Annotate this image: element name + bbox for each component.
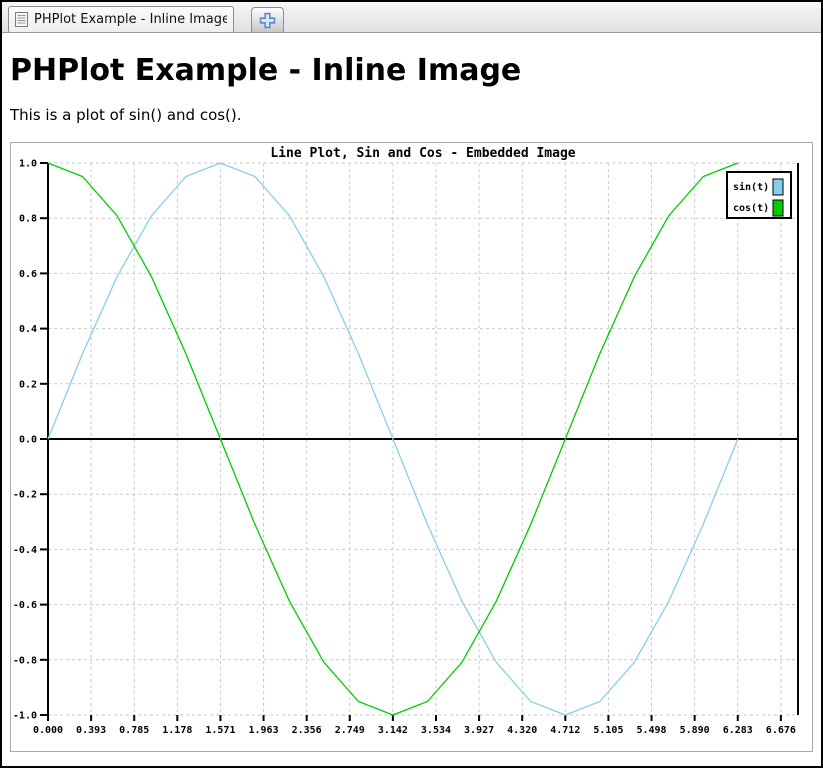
y-tick-label: -0.4 [13, 545, 37, 556]
y-axis-labels: 1.0 0.8 0.6 0.4 0.2 0.0 -0.2 -0.4 -0.6 -0.8 -1.0 [13, 159, 37, 722]
x-tick-label: 5.890 [680, 725, 710, 736]
document-icon [15, 12, 28, 27]
legend-label: cos(t) [733, 203, 769, 214]
y-tick-label: -0.2 [13, 490, 37, 501]
x-axis-labels: 0.000 0.393 0.785 1.178 1.571 1.963 2.356 2.749… [33, 725, 796, 736]
x-tick-label: 1.178 [162, 725, 192, 736]
legend-swatch [772, 199, 784, 217]
chart-title: Line Plot, Sin and Cos - Embedded Image [270, 146, 575, 161]
x-tick-label: 2.749 [335, 725, 365, 736]
x-tick-label: 2.356 [292, 725, 322, 736]
y-tick-label: 0.8 [19, 214, 37, 225]
x-tick-label: 1.571 [205, 725, 235, 736]
new-tab-button[interactable] [251, 7, 284, 32]
intro-text: This is a plot of sin() and cos(). [10, 106, 242, 124]
x-tick-label: 6.676 [766, 725, 796, 736]
tab-bar: PHPlot Example - Inline Image [2, 2, 821, 33]
data-series [47, 162, 739, 716]
series-line-sin(t) [47, 162, 739, 716]
y-tick-label: -0.6 [13, 600, 37, 611]
tab-title: PHPlot Example - Inline Image [34, 12, 227, 27]
tick-marks [40, 162, 782, 721]
x-tick-label: 6.283 [723, 725, 753, 736]
y-tick-label: 0.0 [19, 435, 37, 446]
y-tick-label: 0.4 [19, 324, 37, 335]
y-tick-label: 1.0 [19, 159, 37, 170]
x-tick-label: 0.393 [76, 725, 106, 736]
x-tick-label: 0.785 [119, 725, 149, 736]
x-tick-label: 3.927 [464, 725, 494, 736]
x-tick-label: 3.534 [421, 725, 451, 736]
x-tick-label: 0.000 [33, 725, 63, 736]
chart-image: 1.0 0.8 0.6 0.4 0.2 0.0 -0.2 -0.4 -0.6 -0.8 -1.0 0.… [10, 142, 813, 752]
series-line-cos(t) [47, 162, 739, 716]
x-tick-label: 1.963 [248, 725, 278, 736]
browser-tab[interactable]: PHPlot Example - Inline Image [8, 6, 234, 32]
axes [47, 163, 799, 715]
y-tick-label: -1.0 [13, 711, 37, 722]
line-chart: 1.0 0.8 0.6 0.4 0.2 0.0 -0.2 -0.4 -0.6 -0.8 -1.0 0.… [13, 146, 799, 736]
legend-swatch [772, 178, 784, 196]
legend: sin(t) cos(t) [726, 171, 792, 219]
y-tick-label: 0.6 [19, 269, 37, 280]
page-title: PHPlot Example - Inline Image [10, 53, 522, 88]
x-tick-label: 4.320 [507, 725, 537, 736]
legend-label: sin(t) [733, 181, 769, 193]
x-tick-label: 4.712 [550, 725, 580, 736]
page-content: PHPlot Example - Inline Image This is a … [2, 53, 821, 752]
x-tick-label: 3.142 [378, 725, 408, 736]
y-tick-label: 0.2 [19, 379, 37, 390]
plus-icon [259, 12, 276, 28]
y-tick-label: -0.8 [13, 655, 37, 666]
x-tick-label: 5.498 [636, 725, 666, 736]
x-tick-label: 5.105 [593, 725, 623, 736]
